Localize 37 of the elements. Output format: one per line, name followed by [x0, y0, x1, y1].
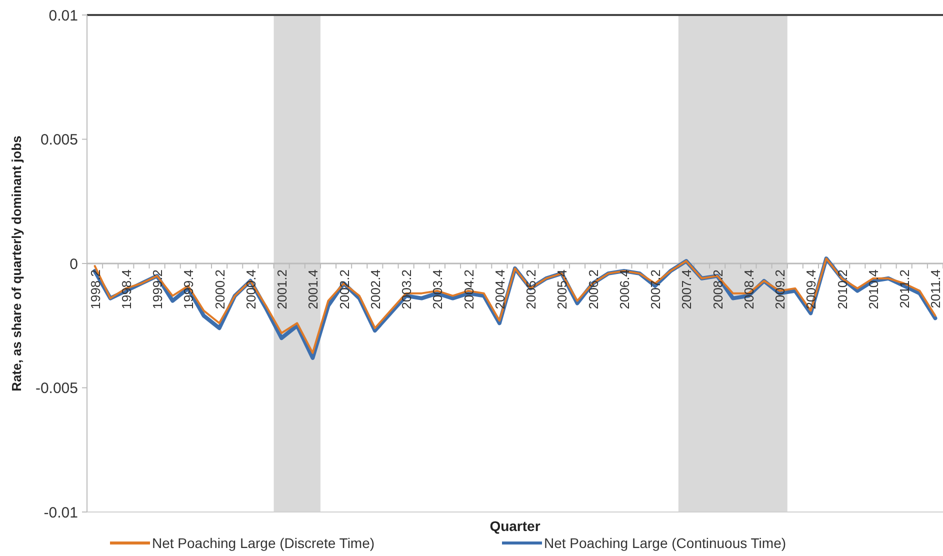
- x-tick-label: 2004.4: [492, 270, 508, 310]
- x-tick-label: 2004.2: [461, 270, 476, 310]
- x-tick-label: 1998.4: [118, 270, 134, 310]
- y-tick-label: -0.005: [35, 380, 78, 397]
- x-tick-label: 2005.4: [554, 270, 570, 310]
- legend-label: Net Poaching Large (Continuous Time): [544, 534, 786, 551]
- x-axis-title: Quarter: [490, 518, 541, 534]
- x-tick-label: 2005.2: [524, 270, 539, 310]
- x-tick-label: 2009.4: [804, 270, 819, 310]
- y-tick-label: 0.005: [40, 132, 78, 148]
- x-tick-label: 1999.4: [181, 270, 196, 310]
- x-tick-label: 2011.2: [897, 270, 912, 308]
- y-tick-label: 0: [70, 256, 78, 273]
- x-tick-label: 2001.2: [274, 270, 290, 310]
- x-tick-label: 2010.2: [834, 270, 850, 310]
- y-tick-label: -0.01: [44, 504, 78, 522]
- x-tick-label: 2000.4: [243, 270, 258, 310]
- x-tick-label: 1999.2: [150, 270, 166, 310]
- legend-label: Net Poaching Large (Discrete Time): [152, 534, 375, 551]
- x-tick-label: 1998.2: [88, 270, 103, 310]
- x-tick-label: 2006.2: [586, 270, 601, 310]
- x-tick-label: 2008.4: [741, 270, 756, 310]
- x-tick-label: 2008.2: [710, 270, 726, 310]
- x-tick-label: 2003.2: [399, 270, 414, 310]
- x-tick-label: 2002.4: [368, 270, 383, 310]
- x-tick-label: 2010.4: [866, 270, 881, 310]
- x-tick-label: 2007.4: [679, 270, 694, 310]
- y-tick-label: 0.01: [48, 7, 78, 24]
- y-axis-title: Rate, as share of quarterly dominant jobs: [9, 136, 24, 392]
- x-tick-label: 2006.4: [616, 270, 632, 310]
- x-tick-label: 2001.4: [306, 270, 321, 310]
- x-tick-label: 2011.4: [928, 270, 943, 308]
- x-tick-label: 2007.2: [648, 270, 664, 310]
- x-tick-label: 2003.4: [430, 270, 446, 310]
- x-tick-label: 2009.2: [772, 270, 788, 310]
- x-tick-label: 2000.2: [212, 270, 228, 310]
- x-tick-label: 2002.2: [336, 270, 352, 310]
